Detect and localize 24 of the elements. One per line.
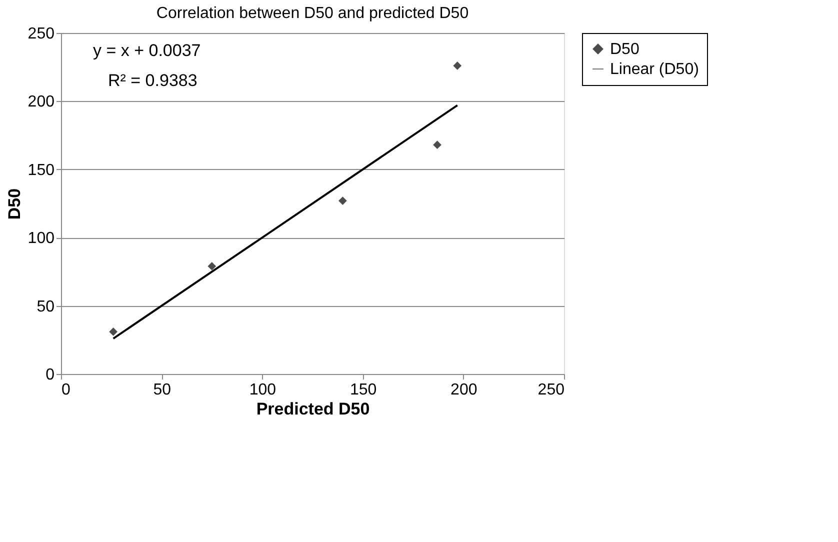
x-tick-label: 200 (450, 382, 478, 398)
annotation: y = x + 0.0037 (93, 41, 201, 60)
x-tick-label: 100 (249, 382, 276, 398)
x-tick-label: 250 (538, 382, 565, 398)
y-tick-label: 0 (46, 366, 55, 384)
x-tick-label: 50 (153, 382, 172, 398)
point (433, 140, 442, 150)
legend-label: Linear (D50) (610, 61, 699, 78)
x-tick-label: 150 (350, 382, 377, 398)
point (338, 196, 347, 205)
y-tick-label: 200 (28, 94, 55, 111)
y-axis-title: D50 (4, 188, 24, 220)
y-tick-label: 250 (28, 26, 55, 42)
point (109, 328, 118, 336)
chart-title: Correlation between D50 and predicted D50 (156, 5, 469, 22)
x-tick-label: 0 (62, 382, 70, 398)
x-axis-title: Predicted D50 (256, 400, 370, 418)
legend-label: D50 (610, 41, 640, 58)
y-tick-label: 100 (28, 230, 55, 248)
annotation: R² = 0.9383 (108, 71, 198, 90)
y-tick-label: 150 (28, 162, 55, 179)
y-tick-label: 50 (36, 298, 55, 316)
point (453, 62, 462, 70)
point (208, 262, 216, 270)
